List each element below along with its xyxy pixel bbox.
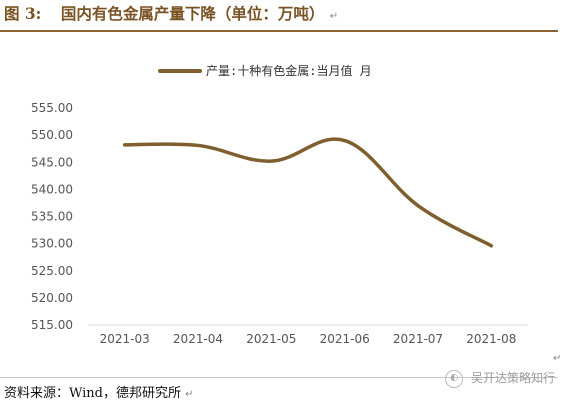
y-tick-label: 550.00	[31, 128, 73, 142]
chart-legend: 产量:十种有色金属:当月值 月	[158, 63, 372, 78]
figure-title-text: 国内有色金属产量下降（单位：万吨）	[60, 4, 325, 23]
figure-title: 图 3: 国内有色金属产量下降（单位：万吨） ↵	[4, 2, 338, 26]
y-tick-label: 535.00	[31, 210, 73, 224]
x-tick-label: 2021-03	[100, 332, 150, 346]
paragraph-mark: ↵	[329, 11, 339, 22]
y-tick-label: 530.00	[31, 237, 73, 251]
wechat-icon: ◐	[445, 369, 464, 388]
watermark-text: 吴开达策略知行	[470, 371, 555, 385]
y-tick-label: 525.00	[31, 264, 73, 278]
source-text: 资料来源：Wind，德邦研究所	[4, 386, 181, 401]
source-note: 资料来源：Wind，德邦研究所 ↵	[4, 382, 194, 401]
y-tick-label: 555.00	[31, 101, 73, 115]
chart-paragraph-mark: ↵	[553, 353, 562, 364]
y-tick-label: 515.00	[31, 318, 73, 332]
plot-area	[122, 137, 494, 248]
x-tick-label: 2021-07	[393, 332, 443, 346]
x-tick-label: 2021-08	[466, 332, 516, 346]
x-axis: 2021-03 2021-04 2021-05 2021-06 2021-07 2021-…	[88, 324, 528, 346]
x-tick-label: 2021-06	[320, 332, 370, 346]
y-axis: 515.00 520.00 525.00 530.00 535.00 540.00 545.…	[31, 101, 73, 332]
line-chart: 产量:十种有色金属:当月值 月 515.00 520.00 525.00 530.00…	[31, 63, 528, 346]
y-tick-label: 545.00	[31, 155, 73, 169]
source-paragraph-mark: ↵	[185, 389, 194, 400]
y-tick-label: 540.00	[31, 182, 73, 196]
title-divider	[0, 30, 558, 32]
series-line	[122, 137, 494, 248]
legend-label: 产量:十种有色金属:当月值 月	[206, 63, 372, 78]
x-tick-label: 2021-05	[246, 332, 296, 346]
figure-label: 图 3:	[4, 4, 42, 23]
x-tick-label: 2021-04	[173, 332, 223, 346]
watermark: ◐ 吴开达策略知行	[445, 369, 555, 388]
y-tick-label: 520.00	[31, 291, 73, 305]
bottom-divider	[0, 377, 558, 378]
chart-area: 产量:十种有色金属:当月值 月 515.00 520.00 525.00 530.00…	[0, 34, 563, 366]
